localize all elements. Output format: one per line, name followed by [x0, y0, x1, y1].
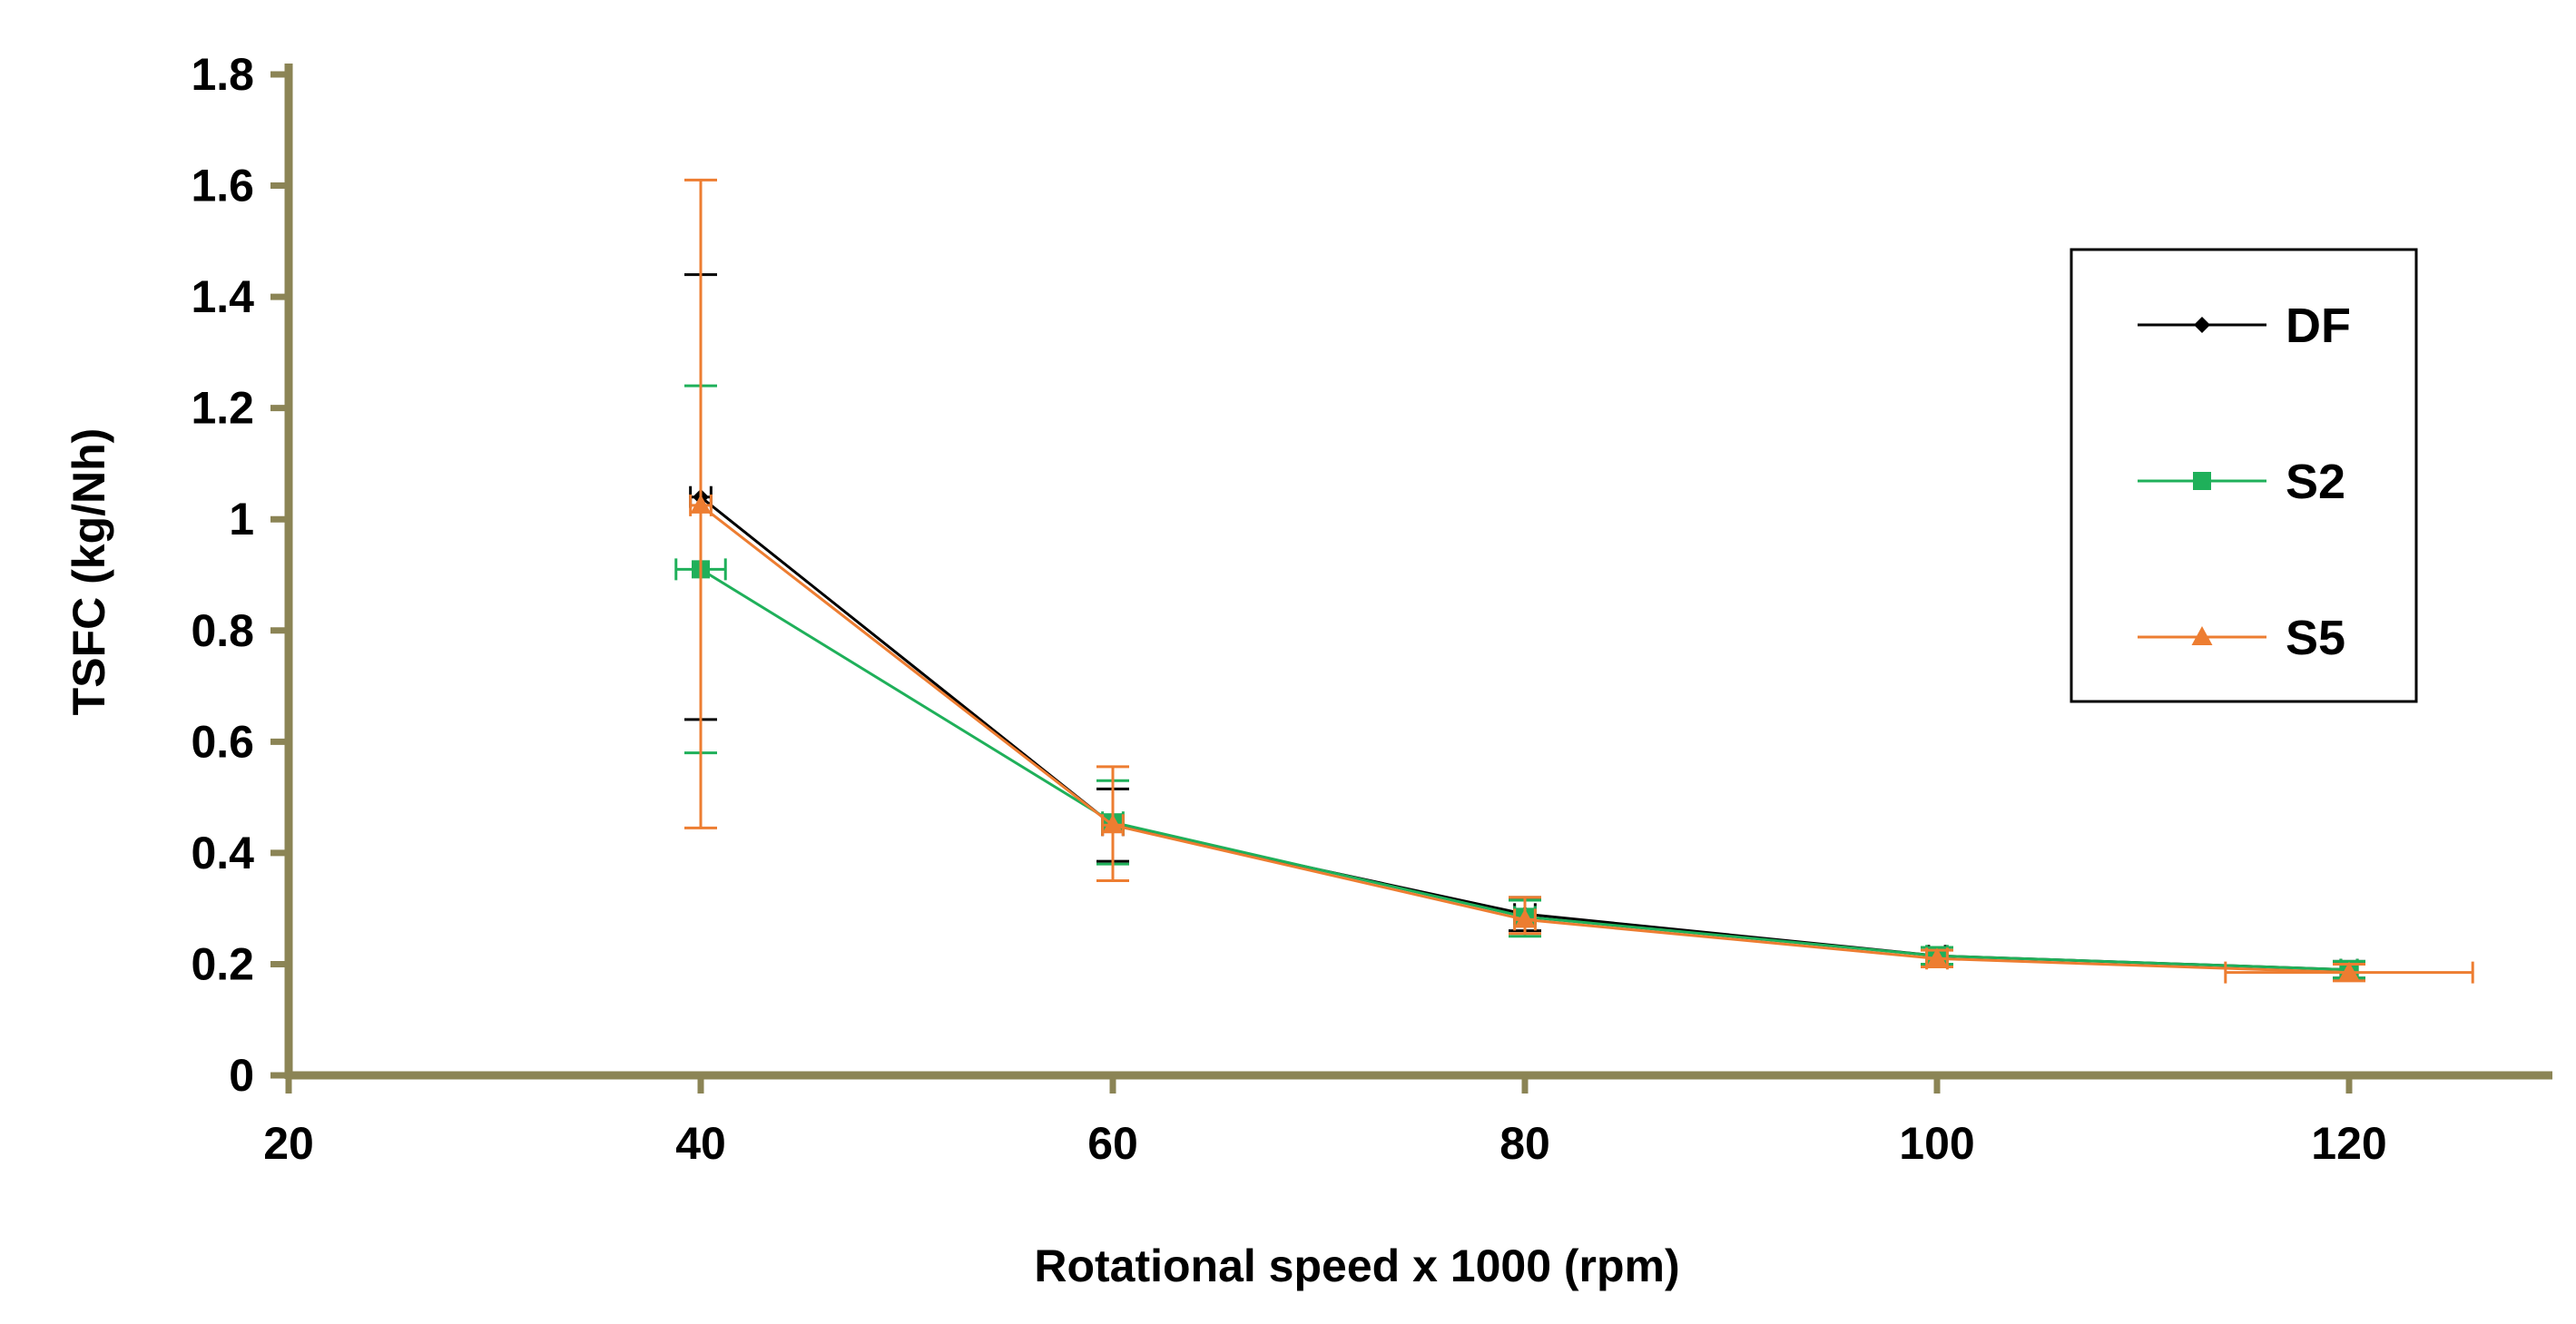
legend-swatch-marker-s5 [2191, 626, 2213, 645]
y-tick-label: 1.6 [191, 161, 254, 211]
y-tick-label: 1.8 [191, 49, 254, 100]
tick-labels-layer: 0 0.2 0.4 0.6 0.8 1 1.2 1.4 1.6 1.8 20 40 60 80 100 120 [191, 49, 2386, 1169]
x-tick-label: 120 [2311, 1118, 2386, 1169]
legend: DF S2 S5 [2070, 248, 2418, 703]
s5-data-point [1514, 908, 1536, 928]
y-tick-label: 1.2 [191, 383, 254, 434]
legend-swatch-marker-s2 [2193, 472, 2211, 490]
x-tick-label: 100 [1899, 1118, 1974, 1169]
s5-data-point [2338, 961, 2360, 981]
s5-data-point [1926, 947, 1948, 967]
axes-layer [270, 64, 2552, 1094]
y-tick-label: 1.4 [191, 271, 254, 322]
legend-box [2070, 248, 2418, 703]
x-axis-title: Rotational speed x 1000 (rpm) [1034, 1241, 1679, 1291]
y-tick-label: 0.6 [191, 716, 254, 767]
y-tick-label: 0.4 [191, 828, 254, 878]
x-tick-label: 20 [263, 1118, 314, 1169]
legend-label-s2: S2 [2286, 455, 2345, 509]
y-tick-label: 0.2 [191, 938, 254, 989]
legend-entry-df: DF [2138, 299, 2351, 353]
x-tick-label: 80 [1499, 1118, 1550, 1169]
series-s5 [684, 178, 2474, 984]
legend-entry-s2: S2 [2138, 455, 2345, 509]
legend-label-s5: S5 [2286, 611, 2345, 665]
y-tick-label: 0.8 [191, 605, 254, 656]
y-tick-label: 1 [229, 494, 254, 544]
y-tick-label: 0 [229, 1050, 254, 1101]
x-tick-label: 60 [1087, 1118, 1138, 1169]
legend-entry-s5: S5 [2138, 611, 2345, 665]
legend-swatch-marker-df [2194, 317, 2210, 333]
s5-data-point [1102, 814, 1124, 834]
y-axis-title: TSFC (kg/Nh) [64, 428, 114, 716]
legend-label-df: DF [2286, 299, 2351, 353]
series-layer [674, 178, 2474, 984]
x-tick-label: 40 [675, 1118, 726, 1169]
s5-data-point [690, 494, 712, 514]
